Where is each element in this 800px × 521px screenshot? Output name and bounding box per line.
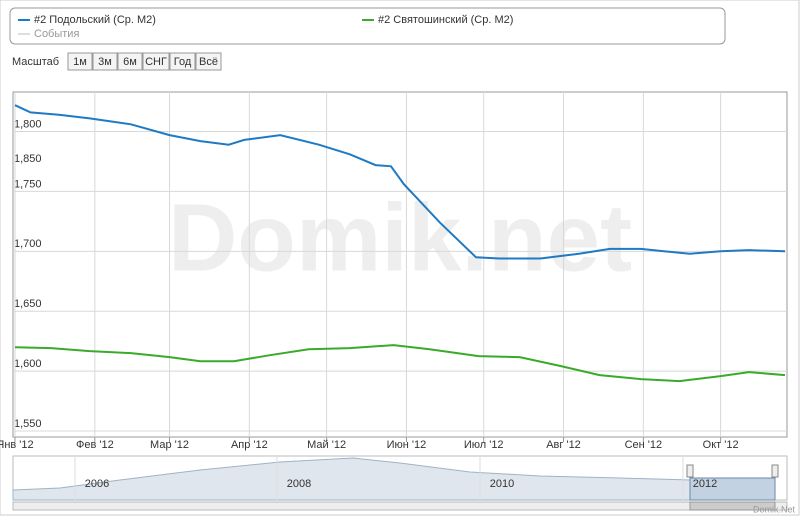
zoom-label: Масштаб: [12, 56, 59, 68]
x-tick-label: Мар '12: [150, 439, 189, 451]
y-tick-label: 1,650: [14, 298, 42, 310]
series-line: [14, 104, 786, 260]
y-annotation: 1,850: [14, 153, 42, 165]
navigator-label: 2008: [287, 478, 311, 490]
zoom-button-label[interactable]: СНГ: [145, 56, 167, 68]
x-tick-label: Апр '12: [231, 439, 268, 451]
y-tick-label: 1,700: [14, 238, 42, 250]
series-line: [14, 344, 786, 383]
zoom-button-label[interactable]: Год: [174, 56, 192, 68]
navigator-label: 2012: [693, 478, 717, 490]
x-tick-label: Июл '12: [464, 439, 504, 451]
legend-label[interactable]: #2 Святошинский (Ср. M2): [378, 14, 513, 26]
credit: Domik.Net: [753, 504, 796, 514]
x-tick-label: Сен '12: [625, 439, 663, 451]
zoom-button[interactable]: [142, 52, 170, 71]
y-tick-label: 1,800: [14, 118, 42, 130]
scrollbar[interactable]: [12, 501, 788, 511]
y-tick-label: 1,600: [14, 358, 42, 370]
zoom-button[interactable]: [67, 52, 93, 71]
x-tick-label: Янв '12: [0, 439, 34, 451]
legend-label[interactable]: #2 Подольский (Ср. M2): [34, 14, 156, 26]
navigator-label: 2010: [490, 478, 514, 490]
legend-label[interactable]: События: [34, 28, 79, 40]
navigator-handle[interactable]: [771, 464, 779, 478]
navigator-label: 2006: [85, 478, 109, 490]
zoom-button[interactable]: [117, 52, 143, 71]
zoom-button-label[interactable]: 1м: [73, 56, 87, 68]
zoom-button[interactable]: [195, 52, 222, 71]
zoom-button-label[interactable]: 6м: [123, 56, 137, 68]
x-tick-label: Фев '12: [76, 439, 114, 451]
legend-box: [9, 7, 726, 45]
scrollbar-thumb[interactable]: [689, 501, 776, 511]
navigator-range[interactable]: [689, 477, 776, 501]
zoom-button[interactable]: [169, 52, 196, 71]
zoom-button[interactable]: [92, 52, 118, 71]
y-tick-label: 1,550: [14, 418, 42, 430]
x-tick-label: Окт '12: [703, 439, 739, 451]
y-tick-label: 1,750: [14, 178, 42, 190]
zoom-button-label[interactable]: 3м: [98, 56, 112, 68]
x-tick-label: Июн '12: [387, 439, 427, 451]
x-tick-label: Май '12: [307, 439, 346, 451]
navigator-handle[interactable]: [686, 464, 694, 478]
zoom-button-label[interactable]: Всё: [199, 56, 218, 68]
watermark: Domik.net: [168, 184, 632, 291]
x-tick-label: Авг '12: [546, 439, 581, 451]
